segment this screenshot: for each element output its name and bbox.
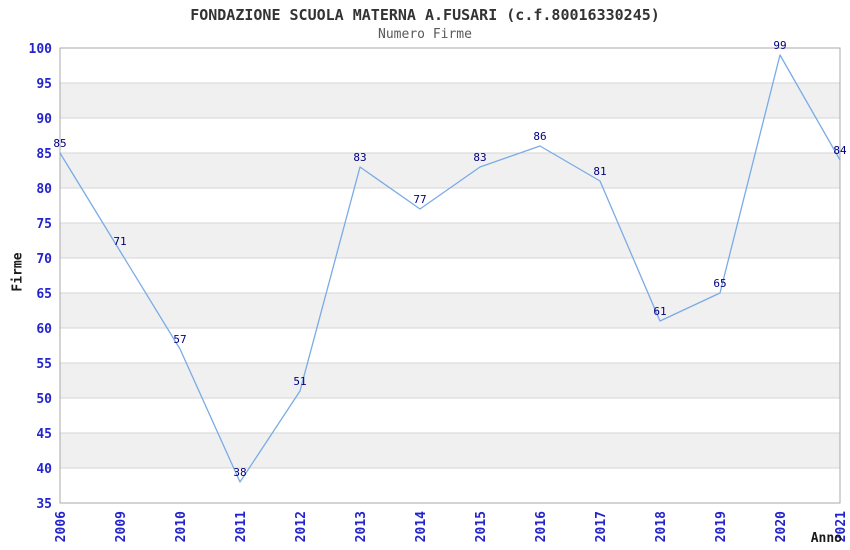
data-point-label: 84 [833, 144, 847, 157]
y-tick-label: 50 [36, 392, 52, 407]
plot-band [60, 293, 840, 328]
x-axis-title: Anno [810, 531, 842, 546]
plot-border [59, 47, 841, 504]
data-line [59, 54, 841, 483]
y-tick-label: 60 [36, 322, 52, 337]
chart-title: FONDAZIONE SCUOLA MATERNA A.FUSARI (c.f.… [190, 6, 660, 24]
x-tick-label: 2011 [234, 511, 249, 542]
x-tick-label: 2018 [654, 511, 669, 542]
data-point-label: 65 [713, 277, 726, 290]
data-point-label: 51 [293, 375, 306, 388]
data-point-label: 83 [353, 151, 366, 164]
data-point-label: 71 [113, 235, 126, 248]
y-tick-label: 95 [36, 77, 52, 92]
x-tick-label: 2010 [174, 511, 189, 542]
plot-band [60, 83, 840, 118]
x-tick-label: 2015 [474, 511, 489, 542]
chart-subtitle: Numero Firme [378, 27, 472, 42]
plot-band [60, 223, 840, 258]
plot-band [60, 153, 840, 188]
plot-band [60, 363, 840, 398]
x-tick-label: 2019 [714, 511, 729, 542]
data-point-label: 99 [773, 39, 786, 52]
data-point-label: 57 [173, 333, 186, 346]
y-tick-label: 85 [36, 147, 52, 162]
y-tick-label: 55 [36, 357, 52, 372]
data-point-label: 86 [533, 130, 546, 143]
x-tick-label: 2020 [774, 511, 789, 542]
x-tick-label: 2016 [534, 511, 549, 542]
y-tick-label: 90 [36, 112, 52, 127]
y-tick-label: 70 [36, 252, 52, 267]
y-axis-title: Firme [10, 252, 26, 292]
x-tick-label: 2012 [294, 511, 309, 542]
y-tick-label: 65 [36, 287, 52, 302]
data-point-label: 61 [653, 305, 666, 318]
x-tick-label: 2006 [54, 511, 69, 542]
plot-band [60, 433, 840, 468]
x-tick-label: 2017 [594, 511, 609, 542]
x-tick-label: 2014 [414, 511, 429, 542]
x-tick-label: 2021 [834, 511, 849, 542]
data-point-label: 77 [413, 193, 426, 206]
y-tick-label: 40 [36, 462, 52, 477]
x-tick-label: 2013 [354, 511, 369, 542]
y-tick-label: 75 [36, 217, 52, 232]
y-tick-label: 45 [36, 427, 52, 442]
data-point-label: 81 [593, 165, 606, 178]
y-tick-label: 80 [36, 182, 52, 197]
y-tick-label: 35 [36, 497, 52, 512]
x-tick-label: 2009 [114, 511, 129, 542]
data-point-label: 38 [233, 466, 246, 479]
data-point-label: 83 [473, 151, 486, 164]
data-point-label: 85 [53, 137, 66, 150]
y-tick-label: 100 [29, 42, 53, 57]
